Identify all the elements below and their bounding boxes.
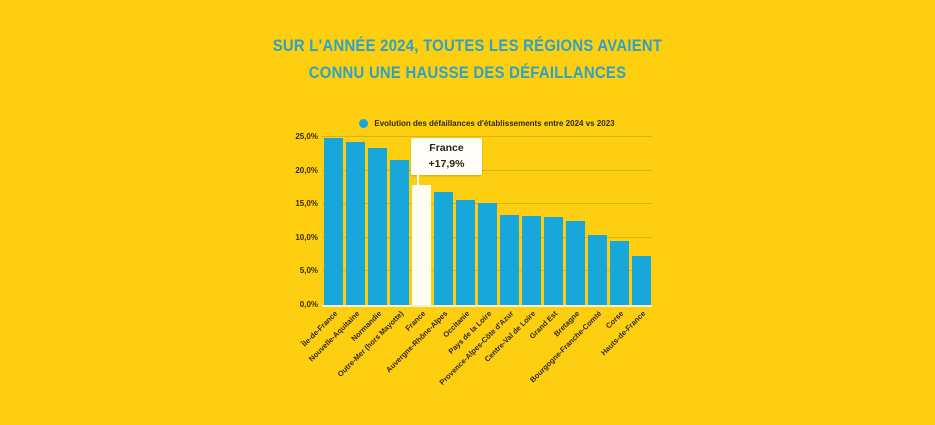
chart-legend: Evolution des défaillances d'établisseme…	[322, 117, 652, 129]
bar-region	[389, 159, 409, 305]
bar-highlight	[411, 184, 431, 305]
legend-label: Evolution des défaillances d'établisseme…	[374, 118, 615, 128]
callout-value-label: +17,9%	[428, 157, 465, 170]
y-axis: 0,0% 5,0% 10,0% 15,0% 20,0% 25,0%	[288, 132, 318, 309]
bar-region	[345, 142, 365, 305]
chart-title: SUR L'ANNÉE 2024, TOUTES LES RÉGIONS AVA…	[47, 33, 889, 87]
france-callout: France +17,9%	[411, 138, 482, 175]
bar-region	[323, 137, 343, 305]
bar-region	[587, 235, 607, 305]
bar-region	[565, 221, 585, 305]
bar-region	[499, 214, 519, 305]
bar-region	[477, 202, 497, 305]
chart-title-line1: SUR L'ANNÉE 2024, TOUTES LES RÉGIONS AVA…	[272, 37, 663, 55]
legend-marker-icon	[359, 118, 369, 128]
callout-region-label: France	[429, 142, 464, 155]
bar-region	[367, 147, 387, 305]
y-tick-label: 5,0%	[299, 266, 318, 276]
bar-region	[521, 215, 541, 305]
chart-title-line2: CONNU UNE HAUSSE DES DÉFAILLANCES	[308, 64, 627, 83]
bar-region	[543, 216, 563, 305]
bar-region	[631, 255, 651, 305]
gridline	[322, 136, 652, 137]
x-axis-labels: Île-de-France Nouvelle-Aquitaine Normandie…	[300, 309, 652, 419]
y-tick-label: 20,0%	[295, 165, 318, 175]
plot-area	[322, 136, 652, 307]
y-tick-label: 0,0%	[299, 300, 318, 309]
bar-region	[455, 199, 475, 305]
y-tick-label: 25,0%	[295, 132, 318, 141]
y-tick-label: 10,0%	[295, 232, 318, 242]
bar-region	[433, 192, 453, 305]
y-tick-label: 15,0%	[295, 199, 318, 209]
callout-connector-line	[417, 175, 419, 185]
gridline	[322, 169, 652, 171]
bar-region	[609, 240, 629, 305]
x-axis-line	[322, 305, 652, 307]
